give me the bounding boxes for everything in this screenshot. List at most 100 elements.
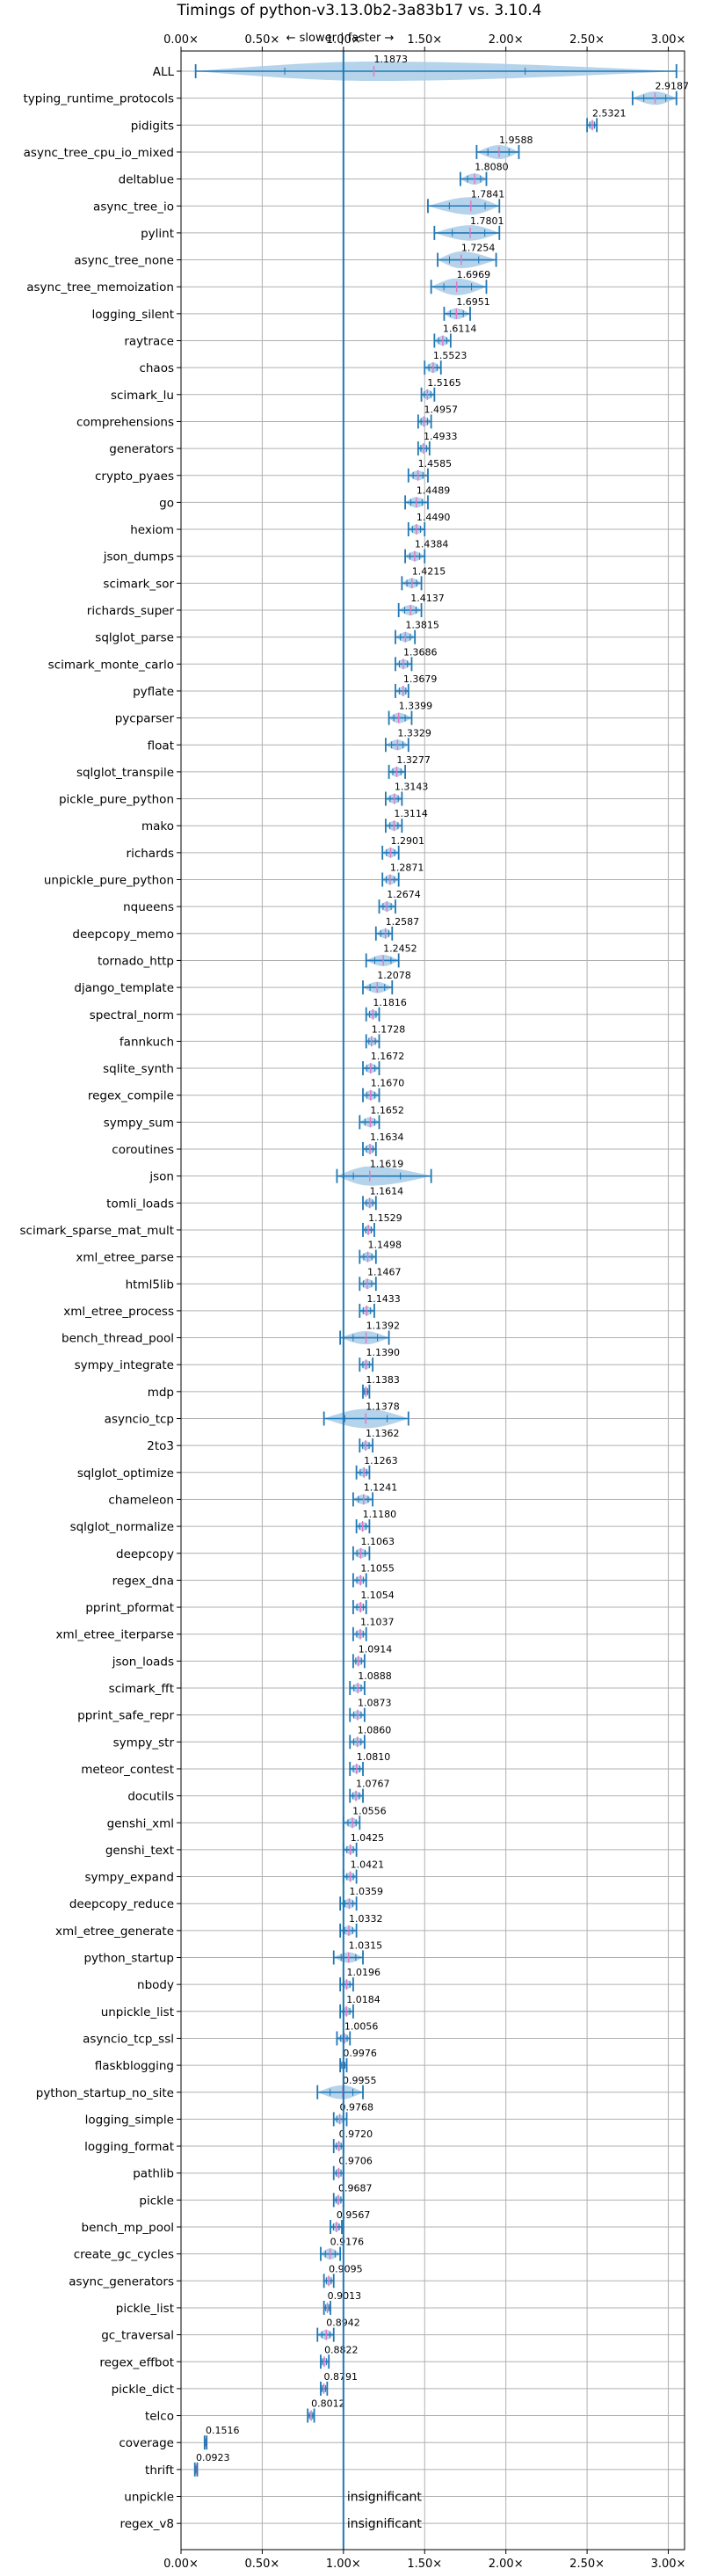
plot-frame — [180, 50, 685, 2551]
benchmark-label: async_tree_none — [74, 254, 174, 268]
x-tick-label: 2.00× — [489, 33, 524, 47]
benchmark-label: deltablue — [119, 173, 174, 187]
value-label: 2.9187 — [655, 81, 689, 92]
value-label: 1.1055 — [360, 1562, 395, 1574]
value-label: 0.8791 — [323, 2371, 358, 2383]
value-label: 1.2078 — [377, 970, 411, 981]
benchmark-label: nqueens — [123, 900, 174, 914]
value-label: 1.0914 — [359, 1643, 393, 1655]
value-label: 1.3815 — [405, 620, 439, 631]
benchmark-label: flaskblogging — [95, 2059, 174, 2073]
value-label: 1.6114 — [443, 324, 477, 335]
value-label: 1.3143 — [395, 782, 429, 793]
benchmark-label: logging_simple — [85, 2113, 174, 2127]
benchmark-label: richards — [127, 847, 174, 861]
value-label: 0.9720 — [339, 2128, 373, 2140]
value-label: 1.1362 — [366, 1428, 400, 1439]
value-label: 0.9955 — [343, 2075, 377, 2086]
benchmark-label: tomli_loads — [106, 1197, 174, 1211]
value-label: 1.1467 — [367, 1266, 402, 1277]
x-tick-label: 2.50× — [569, 33, 605, 47]
value-label: 0.1516 — [206, 2425, 240, 2436]
benchmark-label: logging_format — [84, 2140, 174, 2154]
value-label: 1.7254 — [461, 243, 496, 254]
value-label: 1.3329 — [397, 727, 431, 739]
value-label: 1.4490 — [417, 512, 451, 523]
benchmark-label: json_dumps — [103, 550, 174, 564]
value-label: 1.1037 — [360, 1617, 395, 1628]
value-label: 1.1728 — [372, 1023, 406, 1035]
benchmark-label: pprint_safe_repr — [77, 1709, 174, 1723]
direction-annotation: ← slower | faster → — [286, 32, 395, 45]
benchmark-label: bench_thread_pool — [62, 1332, 174, 1346]
benchmark-label: async_generators — [69, 2274, 174, 2289]
benchmark-label: xml_etree_iterparse — [56, 1628, 175, 1642]
value-label: 1.1634 — [370, 1132, 404, 1143]
value-label: 1.0425 — [351, 1832, 385, 1844]
benchmark-label: genshi_xml — [107, 1816, 174, 1830]
x-tick-label: 1.50× — [407, 2558, 442, 2571]
value-label: 1.2587 — [386, 916, 420, 928]
benchmark-label: mdp — [148, 1386, 174, 1400]
value-label: 1.1672 — [371, 1051, 405, 1062]
value-label: 1.1529 — [368, 1212, 402, 1224]
benchmark-label: comprehensions — [76, 415, 174, 429]
benchmark-label: go — [159, 496, 174, 510]
benchmark-label: scimark_monte_carlo — [48, 658, 174, 672]
benchmark-label: crypto_pyaes — [95, 469, 174, 484]
value-label: 1.1433 — [366, 1293, 401, 1305]
benchmark-label: unpickle_pure_python — [44, 874, 174, 888]
benchmark-label: mako — [141, 819, 174, 833]
x-tick-label: 0.50× — [244, 33, 279, 47]
benchmark-label: sqlite_synth — [103, 1062, 174, 1076]
benchmark-label: python_startup — [83, 1952, 174, 1966]
benchmark-label: sympy_integrate — [75, 1358, 174, 1372]
value-label: 1.3277 — [396, 754, 431, 766]
x-tick-label: 0.00× — [163, 2558, 199, 2571]
benchmark-label: meteor_contest — [81, 1763, 174, 1777]
value-label: 1.0810 — [357, 1751, 391, 1763]
benchmark-label: xml_etree_parse — [76, 1251, 174, 1265]
benchmark-label: spectral_norm — [90, 1008, 174, 1022]
benchmark-label: sqlglot_transpile — [76, 766, 174, 780]
benchmark-label: ALL — [153, 65, 175, 79]
benchmark-label: tornado_http — [98, 954, 174, 968]
benchmark-label: sympy_sum — [104, 1116, 174, 1130]
value-label: 1.4384 — [415, 539, 449, 550]
benchmark-label: django_template — [74, 981, 174, 995]
value-label: 1.1063 — [360, 1536, 395, 1547]
value-label: 1.5165 — [427, 377, 460, 389]
value-label: 1.3686 — [403, 646, 438, 658]
benchmark-label: deepcopy — [116, 1547, 174, 1561]
value-label: 0.9567 — [337, 2209, 371, 2221]
benchmark-label: sympy_str — [113, 1736, 175, 1750]
benchmark-label: async_tree_memoization — [26, 280, 174, 295]
value-label: 1.1670 — [371, 1078, 405, 1089]
value-label: 1.1816 — [373, 997, 407, 1008]
value-label: 1.0888 — [358, 1670, 392, 1682]
chart-title: Timings of python-v3.13.0b2-3a83b17 vs. … — [177, 2, 542, 19]
benchmark-label: deepcopy_memo — [72, 928, 174, 942]
benchmark-label: nbody — [137, 1978, 174, 1992]
value-label: 0.9176 — [330, 2237, 365, 2248]
benchmark-label: gc_traversal — [101, 2329, 174, 2343]
benchmark-label: scimark_fft — [109, 1682, 174, 1696]
value-label: 1.0873 — [358, 1698, 392, 1709]
value-label: 0.9013 — [328, 2290, 362, 2302]
value-label: 1.8080 — [475, 162, 509, 173]
value-label: 1.0184 — [346, 1994, 380, 2005]
benchmark-label: unpickle_list — [101, 2005, 174, 2019]
value-label: 1.2452 — [383, 942, 417, 954]
benchmark-label: asyncio_tcp_ssl — [83, 2032, 174, 2046]
benchmark-label: genshi_text — [105, 1844, 174, 1858]
value-label: 1.4215 — [412, 565, 446, 577]
value-label: 1.9588 — [499, 135, 533, 146]
benchmark-label: regex_dna — [112, 1574, 174, 1588]
benchmark-label: pickle — [139, 2194, 174, 2208]
value-label: 1.2871 — [390, 862, 424, 874]
insignificant-label: insignificant — [347, 2491, 423, 2505]
benchmark-label: sqlglot_optimize — [77, 1466, 174, 1481]
benchmark-label: unpickle — [124, 2491, 174, 2505]
value-label: 1.1263 — [364, 1455, 398, 1466]
value-label: 1.0196 — [346, 1967, 380, 1978]
